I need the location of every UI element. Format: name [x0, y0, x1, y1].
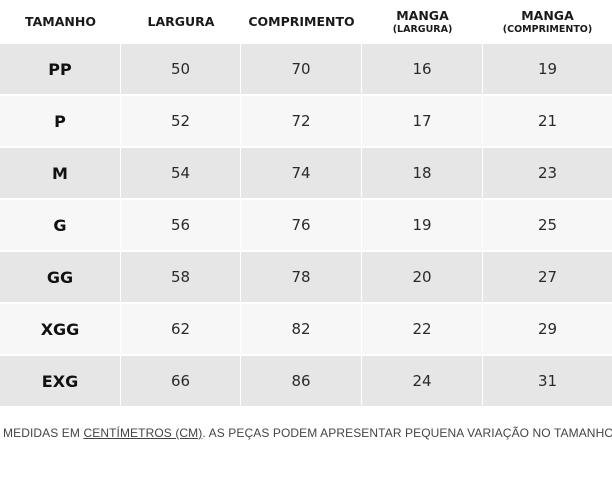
header-largura: LARGURA: [121, 15, 241, 28]
manga-largura-cell: 20: [362, 252, 483, 302]
table-header: TAMANHO LARGURA COMPRIMENTO MANGA (LARGU…: [0, 0, 612, 44]
comprimento-cell: 82: [241, 304, 362, 354]
header-sublabel: (COMPRIMENTO): [502, 23, 593, 35]
manga-largura-cell: 16: [362, 44, 483, 94]
largura-cell: 66: [121, 356, 241, 406]
comprimento-cell: 76: [241, 200, 362, 250]
header-label: MANGA: [521, 8, 574, 24]
header-comprimento: COMPRIMENTO: [241, 15, 362, 28]
manga-comprimento-cell: 31: [483, 356, 612, 406]
size-cell: XGG: [0, 304, 121, 354]
manga-comprimento-cell: 27: [483, 252, 612, 302]
header-tamanho: TAMANHO: [0, 15, 121, 28]
table-row: GG 58 78 20 27: [0, 252, 612, 304]
footnote-prefix: MEDIDAS EM: [3, 426, 84, 440]
largura-cell: 62: [121, 304, 241, 354]
comprimento-cell: 72: [241, 96, 362, 146]
footnote-suffix: . AS PEÇAS PODEM APRESENTAR PEQUENA VARI…: [202, 426, 612, 440]
comprimento-cell: 78: [241, 252, 362, 302]
table-row: M 54 74 18 23: [0, 148, 612, 200]
comprimento-cell: 86: [241, 356, 362, 406]
header-label: LARGURA: [147, 14, 215, 30]
manga-comprimento-cell: 23: [483, 148, 612, 198]
size-chart-table: TAMANHO LARGURA COMPRIMENTO MANGA (LARGU…: [0, 0, 612, 408]
size-cell: P: [0, 96, 121, 146]
manga-largura-cell: 17: [362, 96, 483, 146]
manga-comprimento-cell: 29: [483, 304, 612, 354]
largura-cell: 54: [121, 148, 241, 198]
table-row: G 56 76 19 25: [0, 200, 612, 252]
unit-link[interactable]: CENTÍMETROS (CM): [83, 426, 203, 440]
largura-cell: 52: [121, 96, 241, 146]
size-cell: PP: [0, 44, 121, 94]
comprimento-cell: 74: [241, 148, 362, 198]
header-label: TAMANHO: [25, 14, 96, 30]
header-manga-comprimento: MANGA (COMPRIMENTO): [483, 9, 612, 34]
size-cell: G: [0, 200, 121, 250]
manga-largura-cell: 19: [362, 200, 483, 250]
size-cell: EXG: [0, 356, 121, 406]
manga-comprimento-cell: 25: [483, 200, 612, 250]
header-sublabel: (LARGURA): [392, 23, 453, 35]
largura-cell: 58: [121, 252, 241, 302]
size-cell: M: [0, 148, 121, 198]
measurement-footnote: MEDIDAS EM CENTÍMETROS (CM). AS PEÇAS PO…: [3, 426, 612, 440]
size-cell: GG: [0, 252, 121, 302]
table-row: P 52 72 17 21: [0, 96, 612, 148]
table-row: XGG 62 82 22 29: [0, 304, 612, 356]
table-row: EXG 66 86 24 31: [0, 356, 612, 408]
manga-comprimento-cell: 21: [483, 96, 612, 146]
comprimento-cell: 70: [241, 44, 362, 94]
header-label: COMPRIMENTO: [248, 14, 355, 30]
largura-cell: 56: [121, 200, 241, 250]
manga-comprimento-cell: 19: [483, 44, 612, 94]
largura-cell: 50: [121, 44, 241, 94]
header-label: MANGA: [396, 8, 449, 24]
table-row: PP 50 70 16 19: [0, 44, 612, 96]
manga-largura-cell: 24: [362, 356, 483, 406]
manga-largura-cell: 22: [362, 304, 483, 354]
header-manga-largura: MANGA (LARGURA): [362, 9, 483, 34]
manga-largura-cell: 18: [362, 148, 483, 198]
